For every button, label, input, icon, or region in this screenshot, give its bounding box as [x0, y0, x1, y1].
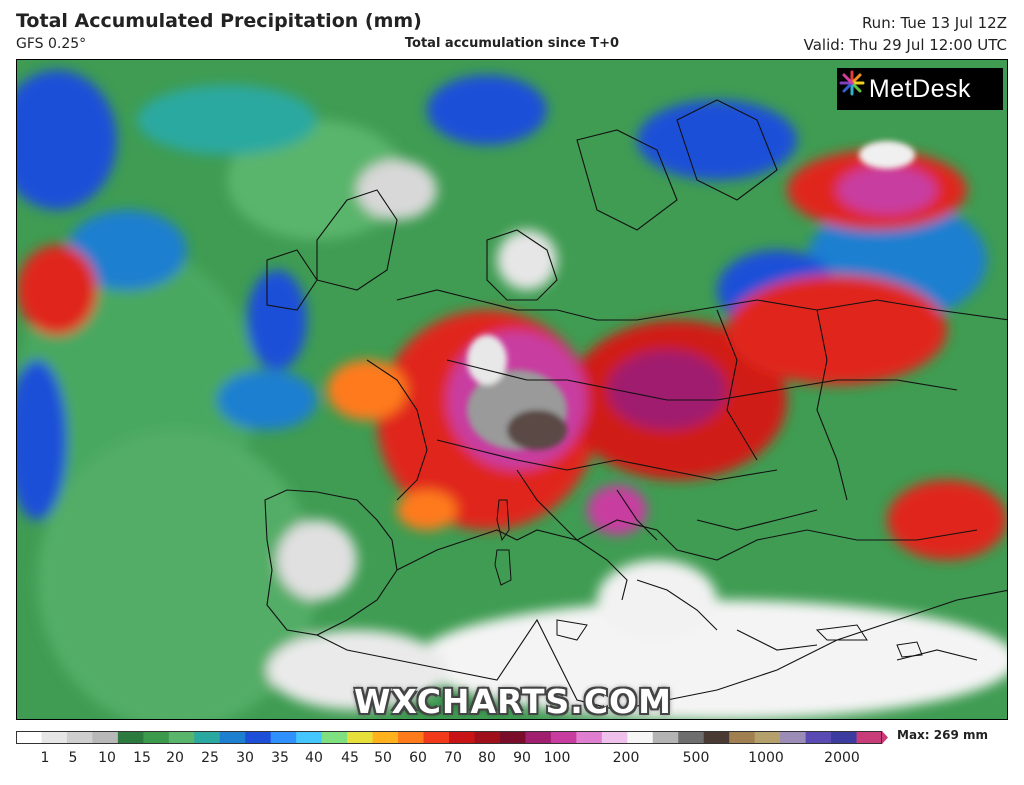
metdesk-burst-icon [839, 70, 865, 96]
colorbar-segment [754, 731, 781, 744]
run-time: Run: Tue 13 Jul 12Z [861, 14, 1007, 32]
colorbar [16, 731, 888, 744]
precipitation-map: MetDesk WXCHARTS.COM [16, 59, 1008, 720]
colorbar-tick-label: 15 [133, 750, 151, 766]
model-label: GFS 0.25° [16, 36, 87, 52]
colorbar-segment [831, 731, 858, 744]
watermark: WXCHARTS.COM [354, 682, 672, 720]
colorbar-segment [398, 731, 425, 744]
colorbar-tick-label: 1000 [748, 750, 784, 766]
colorbar-tick-label: 35 [271, 750, 289, 766]
colorbar-segment [780, 731, 807, 744]
colorbar-tick-label: 2000 [824, 750, 860, 766]
colorbar-segment [41, 731, 68, 744]
chart-subtitle: Total accumulation since T+0 [404, 36, 620, 51]
valid-time: Valid: Thu 29 Jul 12:00 UTC [803, 36, 1007, 54]
colorbar-tick-label: 90 [513, 750, 531, 766]
colorbar-tick-label: 500 [682, 750, 710, 766]
colorbar-tick-label: 40 [305, 750, 323, 766]
colorbar-segment [143, 731, 170, 744]
colorbar-tick-label: 80 [478, 750, 496, 766]
colorbar-tick-label: 30 [236, 750, 254, 766]
colorbar-tick-label: 20 [166, 750, 184, 766]
colorbar-segment [474, 731, 501, 744]
colorbar-segment [550, 731, 577, 744]
colorbar-segment [499, 731, 526, 744]
colorbar-segment [449, 731, 475, 744]
colorbar-segment [16, 731, 42, 744]
colorbar-segment [627, 731, 654, 744]
colorbar-tick-label: 100 [543, 750, 571, 766]
colorbar-tick-label: 200 [612, 750, 640, 766]
colorbar-tick-label: 60 [409, 750, 427, 766]
colorbar-segment [92, 731, 119, 744]
logo-text: MetDesk [868, 74, 972, 103]
colorbar-segment [678, 731, 705, 744]
colorbar-extend-arrow [882, 731, 888, 744]
metdesk-logo: MetDesk [837, 68, 1003, 110]
colorbar-segment [372, 731, 399, 744]
colorbar-tick-label: 25 [201, 750, 219, 766]
colorbar-segment [117, 731, 144, 744]
chart-title: Total Accumulated Precipitation (mm) [16, 10, 422, 32]
colorbar-tick-label: 10 [98, 750, 116, 766]
colorbar-segment [576, 731, 603, 744]
colorbar-segment [168, 731, 195, 744]
colorbar-scale [16, 731, 888, 744]
colorbar-tick-label: 5 [68, 750, 78, 766]
colorbar-segment [423, 731, 450, 744]
colorbar-segment [194, 731, 221, 744]
colorbar-tick-label: 45 [341, 750, 359, 766]
map-field [17, 60, 1007, 719]
colorbar-segment [805, 731, 832, 744]
colorbar-tick-label: 50 [374, 750, 392, 766]
colorbar-segment [347, 731, 374, 744]
colorbar-border [16, 731, 882, 744]
colorbar-segment [856, 731, 883, 744]
colorbar-segment [296, 731, 323, 744]
colorbar-tick-label: 70 [444, 750, 462, 766]
max-value: Max: 269 mm [897, 728, 988, 742]
colorbar-segment [321, 731, 348, 744]
colorbar-segment [270, 731, 297, 744]
colorbar-ticks: 1 5 10 15 20 25 30 35 40 45 50 60 70 80 90 100 200 500 100… [16, 750, 886, 770]
colorbar-segment [525, 731, 552, 744]
colorbar-tick-label: 1 [40, 750, 50, 766]
colorbar-segment [66, 731, 93, 744]
colorbar-segment [219, 731, 246, 744]
colorbar-segment [703, 731, 730, 744]
colorbar-segment [652, 731, 679, 744]
colorbar-segment [245, 731, 272, 744]
colorbar-segment [729, 731, 756, 744]
colorbar-segment [601, 731, 628, 744]
